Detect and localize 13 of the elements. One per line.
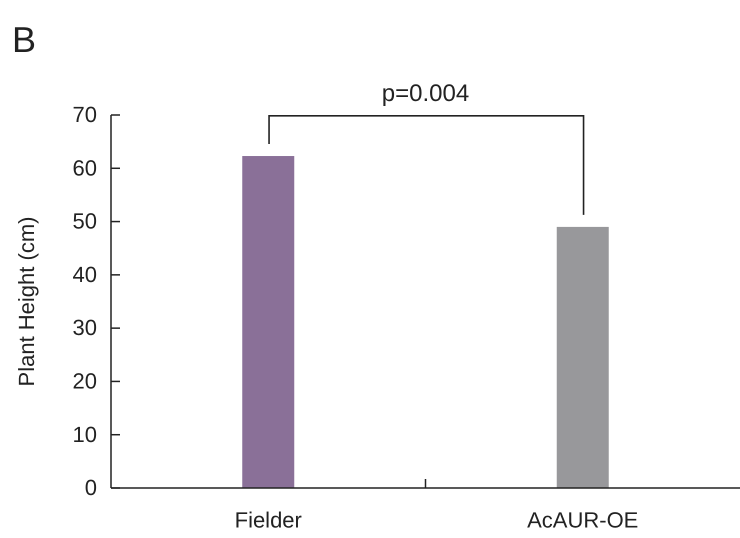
text: p=0.004: [382, 80, 470, 107]
y-tick-label: 30: [72, 315, 97, 340]
y-tick-label: 50: [72, 208, 97, 234]
y-axis-title: Plant Height (cm): [14, 216, 39, 386]
chart-title: B: [12, 19, 36, 60]
y-tick-label: 20: [72, 368, 97, 394]
y-tick-label: 0: [84, 475, 97, 500]
x-tick-label: AcAUR-OE: [527, 508, 638, 533]
y-tick-label: 40: [72, 262, 97, 287]
y-tick-label: 10: [72, 422, 97, 447]
x-tick-label: Fielder: [234, 508, 302, 533]
y-tick-label: 60: [72, 155, 97, 180]
y-tick-label: 70: [72, 102, 97, 128]
